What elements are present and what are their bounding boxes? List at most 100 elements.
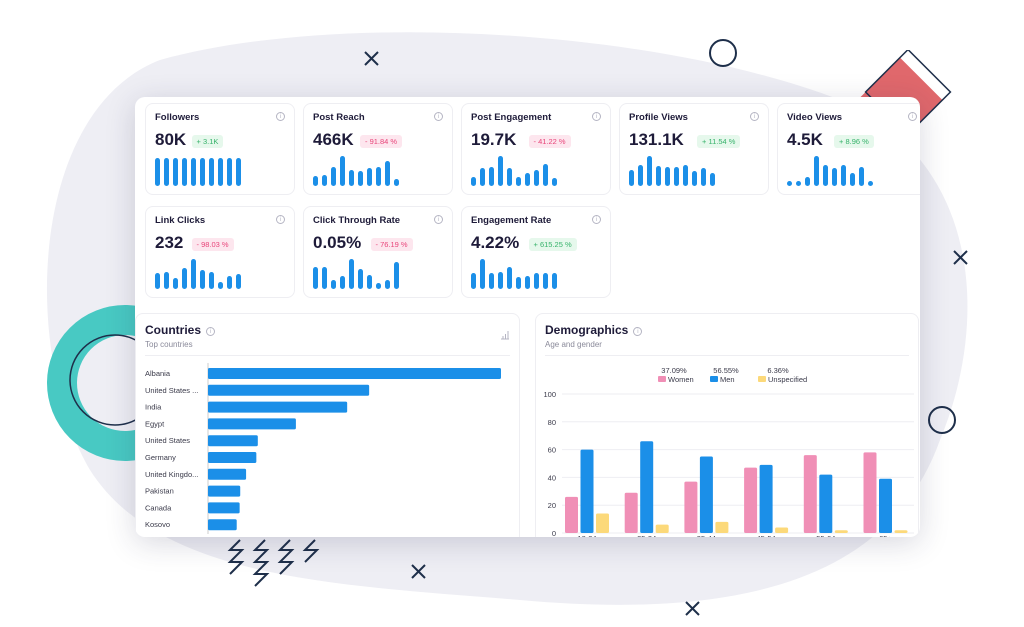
info-icon[interactable]: i xyxy=(434,112,443,121)
countries-chart: Albania United States ... India Egypt United… xyxy=(145,363,501,534)
info-icon[interactable]: i xyxy=(276,215,285,224)
spark-bar xyxy=(227,157,232,186)
spark-bar xyxy=(814,156,819,186)
demographic-bar[interactable] xyxy=(819,474,833,533)
demographic-bar[interactable] xyxy=(863,452,877,533)
demographic-bar[interactable] xyxy=(655,524,669,533)
change-badge: - 98.03 % xyxy=(191,238,234,251)
demographic-bar[interactable] xyxy=(640,441,654,533)
spark-bar xyxy=(787,181,792,186)
country-bar[interactable] xyxy=(208,468,247,480)
demographic-bar[interactable] xyxy=(744,467,758,533)
demographic-bar[interactable] xyxy=(580,449,594,533)
legend-label[interactable]: Men xyxy=(720,375,735,384)
kpi-card-post-reach[interactable]: Post Reach i 466K - 91.84 % xyxy=(303,103,453,195)
kpi-value: 131.1K xyxy=(629,130,684,149)
country-bar[interactable] xyxy=(208,452,257,463)
change-badge: - 76.19 % xyxy=(370,238,413,251)
spark-bar xyxy=(647,156,652,186)
spark-bar xyxy=(313,266,318,289)
info-icon[interactable]: i xyxy=(908,112,917,121)
spark-bar xyxy=(367,274,372,289)
spark-bar xyxy=(173,277,178,289)
kpi-card-click-through-rate[interactable]: Click Through Rate i 0.05% - 76.19 % xyxy=(303,206,453,298)
y-tick-label: 0 xyxy=(552,529,556,537)
kpi-card-followers[interactable]: Followers i 80K + 3.1K xyxy=(145,103,295,195)
legend-swatch xyxy=(710,376,718,382)
spark-bar xyxy=(480,259,485,289)
info-icon[interactable]: i xyxy=(750,112,759,121)
country-bar[interactable] xyxy=(208,418,296,430)
spark-bar xyxy=(200,158,205,186)
legend-swatch xyxy=(658,376,666,382)
info-icon[interactable]: i xyxy=(592,112,601,121)
spark-bar xyxy=(322,174,327,186)
country-bar[interactable] xyxy=(208,502,240,514)
sparkline xyxy=(313,156,399,186)
spark-bar xyxy=(525,275,530,289)
country-label: Egypt xyxy=(145,419,165,428)
kpi-value: 232 xyxy=(155,233,184,252)
kpi-value: 0.05% xyxy=(313,233,362,252)
spark-bar xyxy=(656,165,661,186)
info-icon[interactable]: i xyxy=(592,215,601,224)
y-tick-label: 80 xyxy=(548,418,556,427)
spark-bar xyxy=(209,271,214,289)
kpi-card-post-engagement[interactable]: Post Engagement i 19.7K - 41.22 % xyxy=(461,103,611,195)
info-icon[interactable]: i xyxy=(434,215,443,224)
kpi-card-engagement-rate[interactable]: Engagement Rate i 4.22% + 615.25 % xyxy=(461,206,611,298)
spark-bar xyxy=(552,272,557,289)
bar-chart-icon[interactable] xyxy=(500,330,510,340)
spark-bar xyxy=(701,168,706,186)
demographic-bar[interactable] xyxy=(803,455,817,533)
spark-bar xyxy=(191,259,196,289)
spark-bar xyxy=(692,171,697,186)
kpi-title: Video Views xyxy=(787,112,843,123)
demographic-bar[interactable] xyxy=(894,530,908,533)
sparkline xyxy=(313,259,399,289)
demographic-bar[interactable] xyxy=(684,481,698,533)
kpi-card-link-clicks[interactable]: Link Clicks i 232 - 98.03 % xyxy=(145,206,295,298)
country-label: Pakistan xyxy=(145,487,174,496)
kpi-card-profile-views[interactable]: Profile Views i 131.1K + 11.54 % xyxy=(619,103,769,195)
demographic-bar[interactable] xyxy=(624,492,638,533)
sparkline xyxy=(155,156,241,186)
spark-bar xyxy=(507,168,512,186)
spark-bar xyxy=(367,168,372,186)
kpi-value: 4.22% xyxy=(471,233,520,252)
spark-bar xyxy=(507,267,512,289)
country-bar[interactable] xyxy=(208,401,348,413)
sparkline xyxy=(471,259,557,289)
demographic-bar[interactable] xyxy=(715,521,729,533)
demographic-bar[interactable] xyxy=(775,527,789,533)
demographic-bar[interactable] xyxy=(879,478,892,533)
legend-label[interactable]: Women xyxy=(668,375,694,384)
kpi-card-video-views[interactable]: Video Views i 4.5K + 8.96 % xyxy=(777,103,920,195)
info-icon[interactable]: i xyxy=(206,327,216,336)
legend-share: 37.09% xyxy=(661,366,687,375)
demographic-bar[interactable] xyxy=(759,464,773,533)
kpi-value: 466K xyxy=(313,130,354,149)
y-tick-label: 100 xyxy=(543,390,556,399)
spark-bar xyxy=(182,158,187,186)
demographics-chart: 37.09%Women 56.55%Men 6.36%Unspecified 0 20 4… xyxy=(543,366,914,537)
demographic-bar[interactable] xyxy=(565,496,578,533)
country-bar[interactable] xyxy=(208,435,258,447)
country-bar[interactable] xyxy=(208,384,370,396)
country-bar[interactable] xyxy=(208,368,501,379)
demographic-bar[interactable] xyxy=(596,513,609,533)
demographic-bar[interactable] xyxy=(834,530,848,533)
country-bar[interactable] xyxy=(208,519,237,531)
demographic-bar[interactable] xyxy=(699,456,713,533)
info-icon[interactable]: i xyxy=(276,112,285,121)
kpi-value: 80K xyxy=(155,130,187,149)
legend-label[interactable]: Unspecified xyxy=(768,375,807,384)
country-bar[interactable] xyxy=(208,485,241,497)
country-label: United Kingdo... xyxy=(145,470,198,479)
info-icon[interactable]: i xyxy=(633,327,643,336)
spark-bar xyxy=(832,168,837,186)
spark-bar xyxy=(823,165,828,186)
countries-title: Countries xyxy=(145,323,202,337)
x-tick-label: 18-24 xyxy=(577,534,596,537)
spark-bar xyxy=(322,266,327,289)
